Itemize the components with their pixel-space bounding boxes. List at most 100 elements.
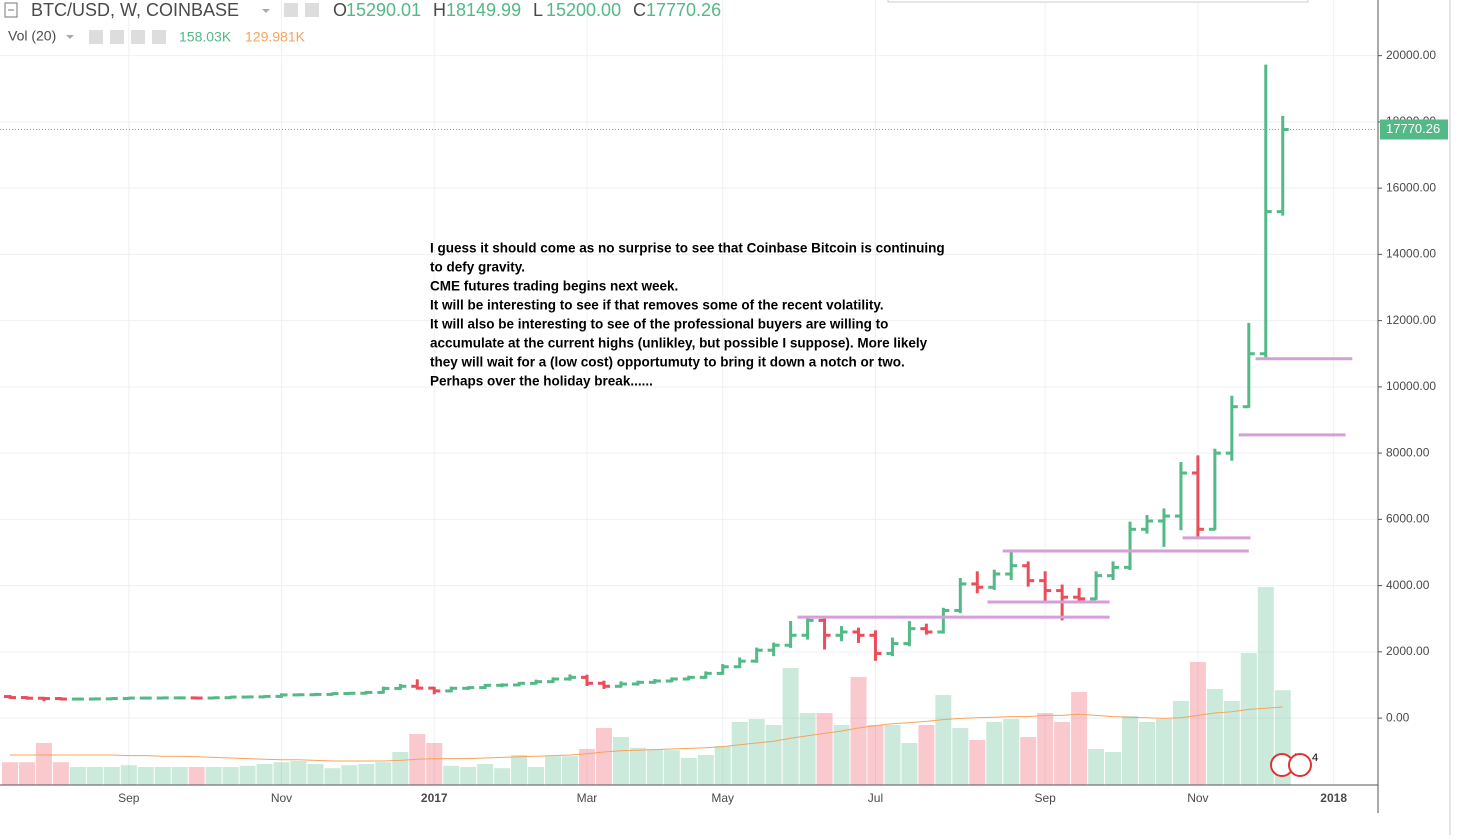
volume-bar [256, 764, 273, 785]
volume-bar [918, 725, 935, 785]
volume-bar [103, 767, 120, 785]
volume-bar [511, 755, 528, 785]
volume-bar [477, 764, 494, 785]
volume-bar [222, 767, 239, 785]
volume-bar [1189, 662, 1206, 785]
icon[interactable] [131, 30, 145, 44]
volume-bar [1206, 689, 1223, 785]
volume-bar [1020, 737, 1037, 785]
volume-bar [239, 765, 256, 785]
volume-bar [612, 737, 629, 785]
volume-bar [833, 725, 850, 785]
volume-bar [731, 722, 748, 785]
x-tick-label: Mar [577, 791, 598, 805]
annotation-line: I guess it should come as no surprise to… [430, 241, 945, 256]
volume-bar [629, 747, 646, 785]
ohlc-value: 18149.99 [446, 0, 521, 20]
icon[interactable] [110, 30, 124, 44]
volume-bar [341, 765, 358, 785]
volume-bar [884, 725, 901, 785]
y-tick-label: 14000.00 [1386, 247, 1436, 261]
volume-bar [1155, 719, 1172, 785]
volume-bar [86, 767, 103, 785]
price-pane [4, 64, 1353, 702]
volume-bar [188, 767, 205, 785]
ohlc-key: C [633, 0, 646, 20]
y-tick-label: 6000.00 [1386, 512, 1430, 526]
volume-bar [528, 767, 545, 785]
ohlc-value: 17770.26 [646, 0, 721, 20]
symbol-menu[interactable] [262, 9, 270, 13]
volume-bar [1122, 716, 1139, 785]
ohlc-value: 15290.01 [346, 0, 421, 20]
volume-bar [986, 722, 1003, 785]
volume-bar [120, 765, 137, 785]
volume-bar [1257, 587, 1274, 785]
ohlc-key: O [333, 0, 347, 20]
icon[interactable] [284, 3, 298, 17]
grid: 0.00 2000.00 4000.00 6000.00 8000.00 10000.00… [0, 0, 1436, 805]
event-count: 4 [1312, 752, 1318, 764]
volume-bar [52, 762, 69, 785]
x-tick-label: Nov [1187, 791, 1208, 805]
volume-bar [1088, 749, 1105, 785]
volume-ma-value: 129.981K [245, 29, 306, 45]
volume-bar [935, 695, 952, 785]
volume-bar [697, 755, 714, 785]
volume-bar [307, 764, 324, 785]
volume-label: Vol (20) [8, 28, 56, 44]
last-price-label: 17770.26 [1386, 121, 1440, 136]
x-tick-label: 2018 [1320, 791, 1347, 805]
volume-bar [273, 762, 290, 785]
x-tick-label: May [711, 791, 734, 805]
volume-bar [578, 749, 595, 785]
volume-bar [1172, 701, 1189, 785]
volume-value: 158.03K [179, 29, 232, 45]
x-tick-label: 2017 [421, 791, 448, 805]
volume-bar [375, 762, 392, 785]
volume-bar [35, 743, 52, 785]
volume-bar [595, 728, 612, 785]
volume-menu[interactable] [66, 35, 74, 39]
volume-bar [765, 725, 782, 785]
ohlc-value: 15200.00 [546, 0, 621, 20]
volume-bar [18, 762, 35, 785]
volume-bar [1037, 713, 1054, 785]
symbol: BTC/USD, W, COINBASE [31, 0, 239, 20]
volume-bar [901, 743, 918, 785]
volume-bar [69, 767, 86, 785]
volume-bar [1240, 653, 1257, 785]
volume-bar [969, 740, 986, 785]
volume-bar [816, 713, 833, 785]
y-tick-label: 0.00 [1386, 710, 1410, 724]
x-tick-label: Sep [118, 791, 140, 805]
annotation-line: CME futures trading begins next week. [430, 279, 678, 294]
icon[interactable] [89, 30, 103, 44]
y-tick-label: 4000.00 [1386, 578, 1430, 592]
icon[interactable] [305, 3, 319, 17]
volume-bar [443, 765, 460, 785]
x-tick-label: Nov [271, 791, 292, 805]
volume-bar [952, 728, 969, 785]
volume-bar [1138, 722, 1155, 785]
volume-bar [1105, 752, 1122, 785]
annotation-line: they will wait for a (low cost) opportum… [430, 355, 905, 370]
volume-bar [867, 725, 884, 785]
volume-bar [426, 743, 443, 785]
volume-bar [2, 762, 18, 785]
icon[interactable] [152, 30, 166, 44]
x-tick-label: Sep [1034, 791, 1056, 805]
y-tick-label: 10000.00 [1386, 379, 1436, 393]
dropdown-edge[interactable] [887, 0, 1309, 3]
volume-bar [205, 767, 222, 785]
y-tick-label: 16000.00 [1386, 180, 1436, 194]
last-price-box [1380, 119, 1448, 140]
volume-bar [1223, 701, 1240, 785]
volume-bar [494, 768, 511, 785]
ohlc-key: H [433, 0, 446, 20]
event-badge [1288, 753, 1312, 777]
y-tick-label: 2000.00 [1386, 644, 1430, 658]
collapse-icon[interactable] [4, 2, 18, 18]
